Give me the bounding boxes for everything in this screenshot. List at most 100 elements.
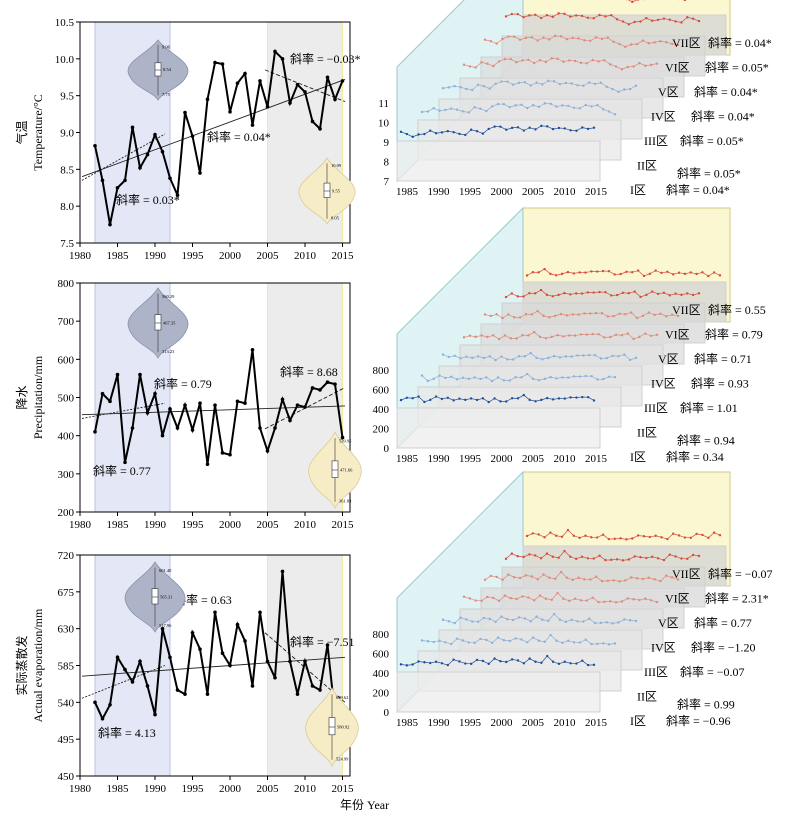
data-point <box>251 348 255 352</box>
data-point <box>288 419 292 423</box>
zone-data-point <box>557 12 559 14</box>
zone-data-point <box>644 598 646 600</box>
zone-data-point <box>473 376 475 378</box>
zone-data-point <box>678 534 680 536</box>
zone-data-point <box>585 104 587 106</box>
zone-data-point <box>686 292 688 294</box>
zone-data-point <box>432 107 434 109</box>
zone-data-point <box>486 63 488 65</box>
y-axis-title-en: Temperature/°C <box>31 94 45 171</box>
zone-data-point <box>585 375 587 377</box>
data-point <box>341 79 345 83</box>
zone-data-point <box>564 397 566 399</box>
y-tick-label: 600 <box>58 354 75 366</box>
zone-data-point <box>519 577 521 579</box>
zone-data-point <box>525 37 527 39</box>
zone-data-point <box>406 664 408 666</box>
data-point <box>266 105 270 109</box>
data-point <box>183 111 187 115</box>
zone-data-point <box>580 62 582 64</box>
x-tick-label: 1995 <box>182 250 205 262</box>
zone-data-point <box>522 556 524 558</box>
zone-data-point <box>532 378 534 380</box>
zone-data-point <box>548 38 550 40</box>
zone-data-point <box>650 599 652 601</box>
zone-data-point <box>575 292 577 294</box>
zone-data-point <box>686 16 688 18</box>
zone-data-point <box>587 557 589 559</box>
data-point <box>108 400 112 404</box>
zone-data-point <box>444 377 446 379</box>
zone-slope-label: 斜率 = 0.05* <box>677 166 741 181</box>
zone-data-point <box>469 335 471 337</box>
zone-data-point <box>615 601 617 603</box>
zone-y-tick-label: 800 <box>373 629 390 641</box>
zone-data-point <box>577 313 579 315</box>
zone-data-point <box>441 131 443 133</box>
zone-data-point <box>482 660 484 662</box>
zone-data-point <box>514 376 516 378</box>
zone-data-point <box>561 536 563 538</box>
zone-data-point <box>450 107 452 109</box>
x-tick-label: 1990 <box>144 783 167 795</box>
zone-data-point <box>644 332 646 334</box>
y-tick-label: 9.0 <box>60 128 74 140</box>
violin-min-label: 517.96 <box>159 623 172 628</box>
zone-data-point <box>622 559 624 561</box>
zone-data-point <box>611 88 613 90</box>
zone-data-point <box>583 39 585 41</box>
zone-data-point <box>612 579 614 581</box>
violin-min-label: 361.83 <box>339 499 352 504</box>
zone-data-point <box>473 106 475 108</box>
zone-data-point <box>530 84 532 86</box>
zone-name-label: VII区 <box>672 36 701 50</box>
zone-data-point <box>567 640 569 642</box>
zone-data-point <box>583 312 585 314</box>
zone-data-point <box>638 62 640 64</box>
zone-data-point <box>591 597 593 599</box>
zone-data-point <box>515 598 517 600</box>
zone-data-point <box>474 599 476 601</box>
zone-data-point <box>574 334 576 336</box>
zone-data-point <box>520 638 522 640</box>
zone-data-point <box>442 353 444 355</box>
zone-data-point <box>612 41 614 43</box>
zone-data-point <box>562 335 564 337</box>
zone-name-label: V区 <box>658 85 679 99</box>
data-point <box>206 98 210 102</box>
zone-data-point <box>492 65 494 67</box>
zone-name-label: VI区 <box>665 61 690 75</box>
zone-data-point <box>589 578 591 580</box>
zone-data-point <box>692 554 694 556</box>
violin-box <box>155 63 161 76</box>
zone-data-point <box>596 270 598 272</box>
zone-data-point <box>423 401 425 403</box>
zone-data-point <box>515 61 517 63</box>
data-point <box>213 403 217 407</box>
zone-data-point <box>567 105 569 107</box>
zone-data-point <box>553 80 555 82</box>
zone-data-point <box>462 110 464 112</box>
zone-slope-label: 斜率 = 0.34 <box>666 449 724 464</box>
zone-data-point <box>622 292 624 294</box>
zone-data-point <box>464 662 466 664</box>
zone-data-point <box>463 595 465 597</box>
y-tick-label: 9.5 <box>60 91 74 103</box>
zone-data-point <box>474 66 476 68</box>
zone-data-point <box>528 292 530 294</box>
data-point <box>161 434 165 438</box>
violin-min-label: 7.75 <box>162 92 171 97</box>
zone-data-point <box>512 83 514 85</box>
zone-data-point <box>561 273 563 275</box>
zone-data-point <box>471 357 473 359</box>
violin-box <box>324 183 330 198</box>
zone-data-point <box>554 315 556 317</box>
zone-data-point <box>659 313 661 315</box>
data-point <box>326 380 330 384</box>
zone-data-point <box>601 312 603 314</box>
x-tick-label: 1990 <box>144 250 167 262</box>
zone-data-point <box>603 336 605 338</box>
zone-data-point <box>491 380 493 382</box>
zone-data-point <box>510 58 512 60</box>
